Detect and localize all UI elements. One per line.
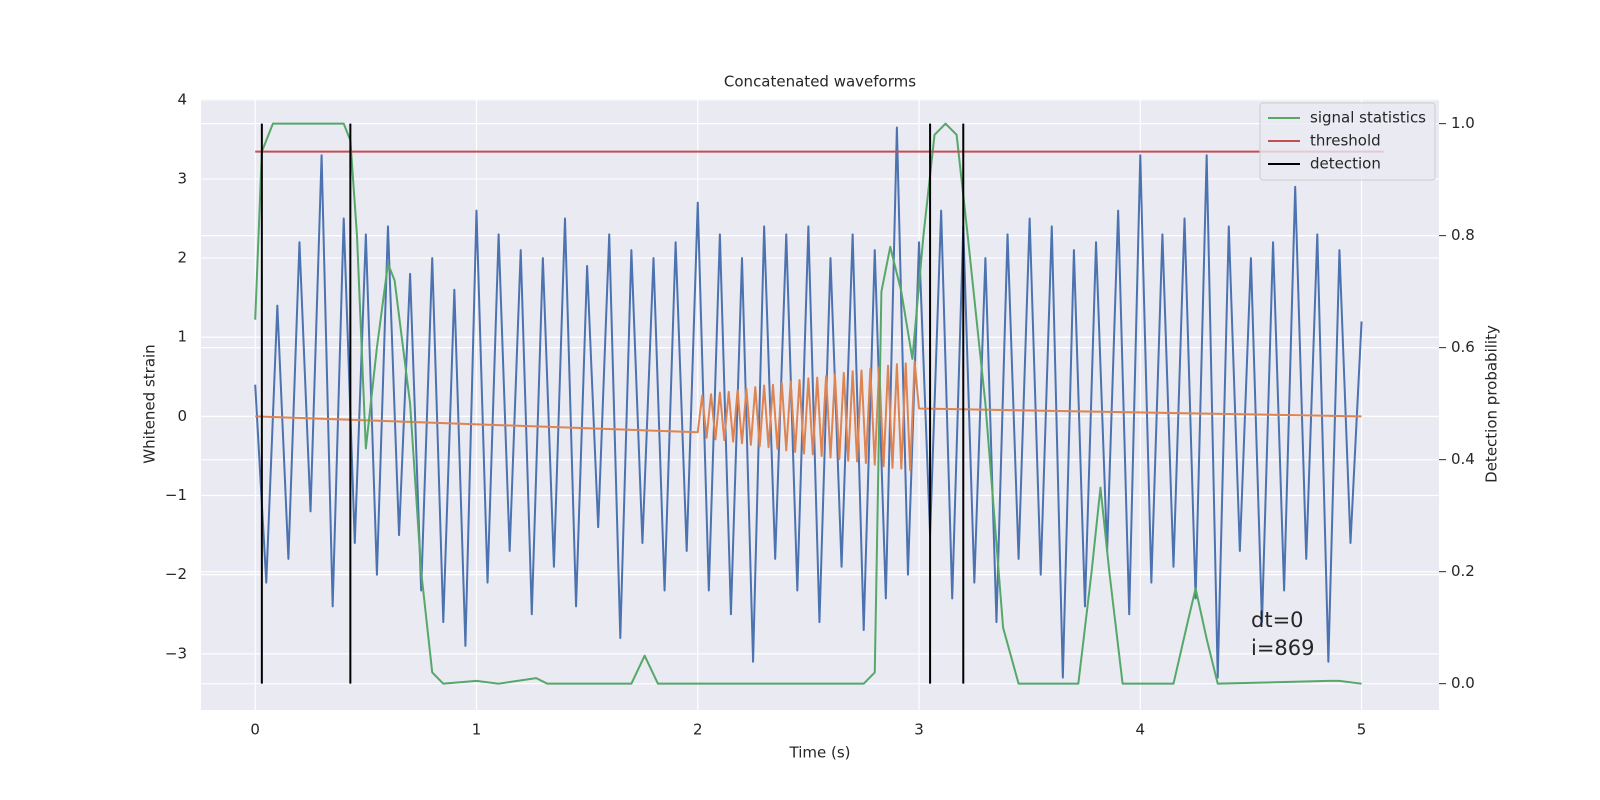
legend-box <box>1259 102 1436 181</box>
x-tick-label: 4 <box>1136 721 1146 739</box>
y-tick-label: 2 <box>177 249 187 267</box>
legend-label: detection <box>1310 155 1381 173</box>
y-tick-label: 3 <box>177 169 187 187</box>
y2-tick-label: 0.6 <box>1451 338 1475 356</box>
legend-label: threshold <box>1310 132 1381 150</box>
series-line <box>254 126 1363 679</box>
series-line <box>255 360 1362 472</box>
chart-title: Concatenated waveforms <box>724 73 916 91</box>
y-tick-label: −2 <box>165 565 187 583</box>
x-tick-label: 1 <box>472 721 482 739</box>
series-line <box>254 122 1362 685</box>
x-tick-label: 5 <box>1357 721 1367 739</box>
x-tick-label: 0 <box>250 721 260 739</box>
y2-tick-label: 0.2 <box>1451 562 1475 580</box>
annotation: i=869 <box>1251 636 1315 660</box>
y2-tick-label: 0.0 <box>1451 674 1475 692</box>
y-tick-label: −1 <box>165 486 187 504</box>
annotation: dt=0 <box>1251 608 1304 632</box>
y2-tick-label: 1.0 <box>1451 114 1475 132</box>
y-tick-label: 4 <box>177 90 187 108</box>
y2-tick-label: 0.8 <box>1451 226 1475 244</box>
x-tick-label: 2 <box>693 721 703 739</box>
y-axis-label: Whitened strain <box>141 344 159 463</box>
y-tick-label: 1 <box>177 328 187 346</box>
y-tick-label: 0 <box>177 407 187 425</box>
x-axis-label: Time (s) <box>789 744 851 762</box>
legend-label: signal statistics <box>1310 109 1426 127</box>
y2-axis-label: Detection probability <box>1483 325 1501 483</box>
x-tick-label: 3 <box>914 721 924 739</box>
y2-tick-label: 0.4 <box>1451 450 1475 468</box>
y-tick-label: −3 <box>165 644 187 662</box>
